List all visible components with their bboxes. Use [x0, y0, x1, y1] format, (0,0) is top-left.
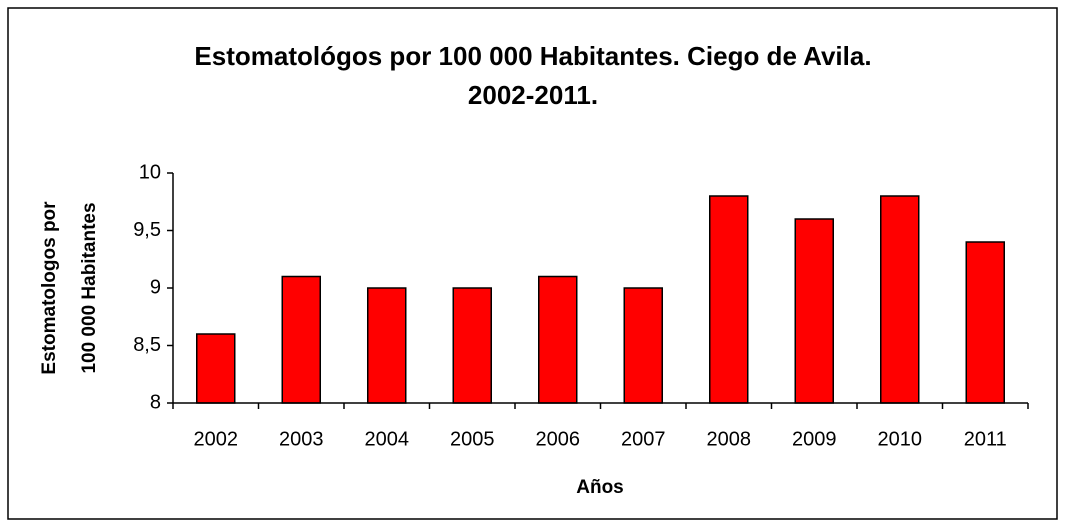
bar — [196, 333, 236, 404]
bar — [538, 275, 578, 404]
x-tick-label: 2008 — [707, 428, 752, 450]
x-tick-label: 2010 — [878, 428, 923, 450]
bar — [623, 287, 663, 404]
x-tick-label: 2002 — [194, 428, 239, 450]
x-tick-label: 2004 — [365, 428, 410, 450]
x-tick-label: 2009 — [792, 428, 837, 450]
x-tick-label: 2011 — [964, 428, 1007, 450]
chart-title: 2002-2011. — [468, 80, 598, 110]
x-tick-label: 2003 — [279, 428, 324, 450]
chart-title: Estomatológos por 100 000 Habitantes. Ci… — [194, 41, 871, 71]
bar — [965, 241, 1005, 404]
y-tick-label: 9 — [150, 276, 161, 298]
bar — [281, 275, 321, 404]
bar — [794, 218, 834, 404]
bar — [452, 287, 492, 404]
y-axis-label: 100 000 Habitantes — [79, 202, 100, 373]
x-tick-label: 2007 — [621, 428, 666, 450]
x-axis-label: Años — [576, 477, 624, 498]
bar — [709, 195, 749, 404]
bar — [367, 287, 407, 404]
y-tick-label: 9,5 — [133, 219, 161, 241]
y-tick-label: 8,5 — [133, 334, 161, 356]
y-axis-label: Estomatologos por — [39, 201, 60, 375]
y-tick-label: 10 — [139, 161, 161, 183]
bar — [880, 195, 920, 404]
y-tick-label: 8 — [150, 391, 161, 413]
x-tick-label: 2006 — [536, 428, 581, 450]
x-tick-label: 2005 — [450, 428, 495, 450]
